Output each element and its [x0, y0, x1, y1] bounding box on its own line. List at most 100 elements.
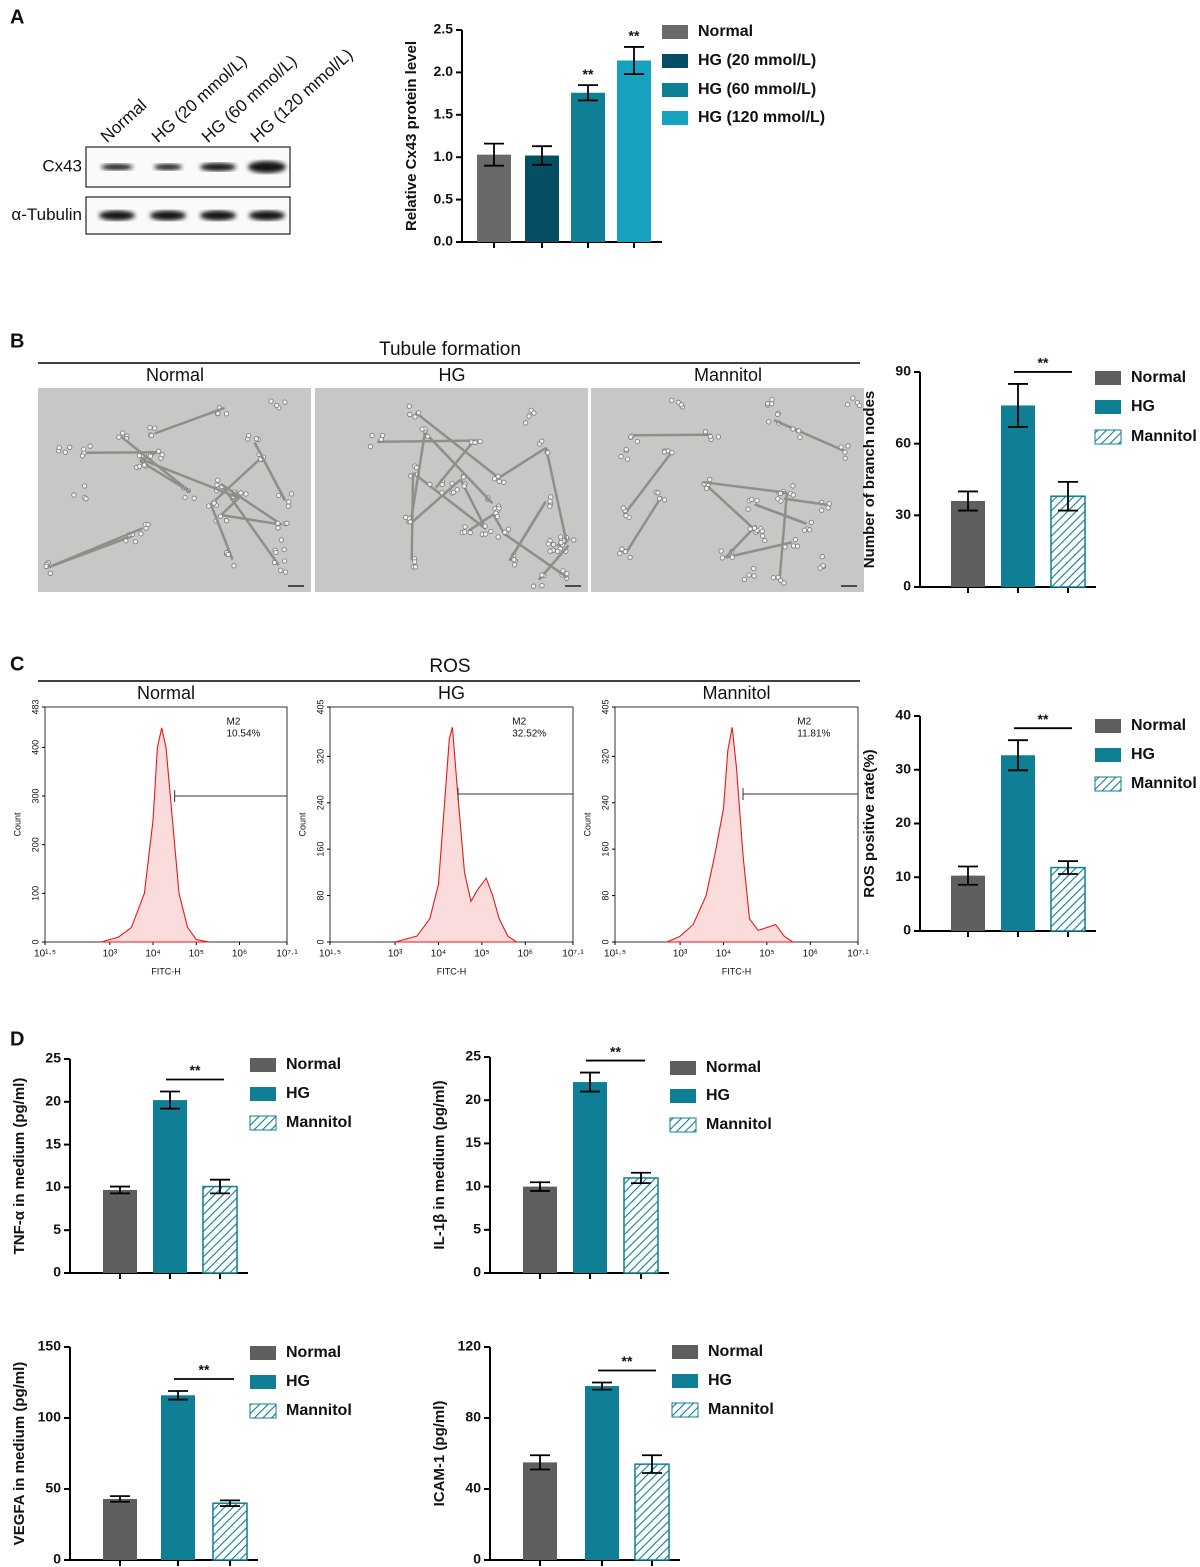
cell-strand — [498, 446, 547, 479]
cell — [284, 520, 290, 526]
micrograph — [315, 388, 588, 592]
cell — [790, 483, 796, 489]
cell — [147, 453, 154, 459]
bar — [103, 1189, 137, 1273]
cell — [703, 485, 710, 491]
bar — [523, 1186, 557, 1273]
cell — [531, 410, 537, 416]
cell — [215, 477, 221, 483]
cell-strand — [424, 431, 494, 505]
gate-label: M2 — [227, 717, 241, 728]
cell — [275, 525, 281, 531]
y-tick-label: 10 — [45, 1178, 61, 1194]
cell — [790, 492, 796, 498]
cell — [558, 540, 564, 546]
error-bar — [631, 1171, 651, 1185]
bar — [103, 1498, 137, 1560]
legend-swatch — [672, 1374, 698, 1388]
cell — [83, 496, 89, 502]
significance-mark: ** — [583, 66, 594, 82]
cell — [702, 429, 708, 435]
cell — [288, 491, 295, 497]
cell-strand — [209, 503, 234, 560]
cell — [159, 452, 165, 458]
cell — [571, 537, 577, 543]
cell — [136, 463, 143, 469]
legend-swatch — [1094, 429, 1122, 445]
cell-network — [617, 395, 863, 586]
y-tick-label: 483 — [30, 699, 40, 714]
y-tick-label: 2.5 — [434, 21, 454, 37]
y-tick-label: 405 — [315, 699, 325, 714]
y-tick-label: 240 — [600, 795, 610, 810]
cell — [156, 448, 162, 454]
cell — [661, 497, 668, 503]
blot-band — [249, 210, 285, 221]
cell-strand — [544, 447, 568, 544]
x-tick-label: 10⁷·¹ — [847, 949, 869, 960]
bar — [571, 92, 605, 242]
cell — [495, 534, 501, 540]
cell — [281, 558, 288, 564]
cell-strand — [377, 439, 475, 444]
bar — [617, 60, 651, 242]
cell — [707, 433, 713, 440]
y-tick-label: 20 — [895, 814, 911, 830]
cell — [844, 401, 851, 408]
cell-strand — [625, 495, 663, 554]
cell-strand — [409, 478, 462, 525]
cell — [191, 495, 197, 501]
legend-label: Normal — [698, 23, 753, 40]
y-tick-label: 5 — [53, 1221, 61, 1237]
cell-strand — [773, 419, 847, 453]
cell — [555, 548, 561, 554]
legend-swatch — [1095, 748, 1121, 762]
legend-swatch — [662, 111, 688, 125]
cell — [623, 446, 629, 453]
legend-swatch — [249, 1403, 277, 1419]
cell — [496, 505, 502, 511]
x-tick-label: 10¹·⁵ — [34, 949, 56, 960]
y-tick-label: 0.0 — [434, 233, 454, 249]
y-tick-label: 10 — [465, 1177, 481, 1193]
cell-strand — [631, 433, 712, 437]
legend-label: HG (60 mmol/L) — [698, 81, 816, 98]
cell — [462, 529, 468, 535]
cell — [62, 449, 68, 455]
cell — [748, 496, 755, 502]
x-tick-label: 10¹·⁵ — [319, 949, 341, 960]
y-axis-label: Number of branch nodes — [861, 391, 878, 569]
cell — [619, 546, 625, 552]
cell — [416, 410, 422, 416]
bar — [153, 1100, 187, 1273]
gate-percent: 11.81% — [797, 729, 830, 740]
y-axis-label: ROS positive rate(%) — [861, 749, 878, 897]
legend-swatch — [672, 1345, 698, 1359]
error-bar — [220, 1499, 240, 1507]
cell — [751, 573, 757, 579]
y-tick-label: 100 — [38, 1409, 62, 1425]
cell — [477, 438, 483, 445]
cell — [807, 527, 813, 533]
y-tick-label: 0 — [473, 1264, 481, 1280]
cell — [427, 481, 433, 487]
gate-percent: 32.52% — [512, 729, 546, 740]
cell — [627, 554, 633, 560]
significance-mark: ** — [199, 1362, 210, 1378]
cell — [367, 443, 374, 450]
legend-label: Mannitol — [286, 1114, 352, 1131]
cell-strand — [754, 503, 807, 525]
cell — [760, 533, 766, 539]
y-tick-label: 300 — [30, 789, 40, 804]
panel-label: B — [10, 330, 24, 352]
bar — [1001, 755, 1035, 931]
bar — [523, 1462, 557, 1560]
cell — [526, 413, 532, 419]
cell — [775, 411, 781, 418]
blot-band — [154, 164, 182, 170]
blot-band — [248, 161, 286, 173]
error-bar — [578, 84, 598, 102]
legend-swatch — [250, 1346, 276, 1360]
blot-band — [150, 210, 186, 221]
cell — [56, 445, 62, 451]
